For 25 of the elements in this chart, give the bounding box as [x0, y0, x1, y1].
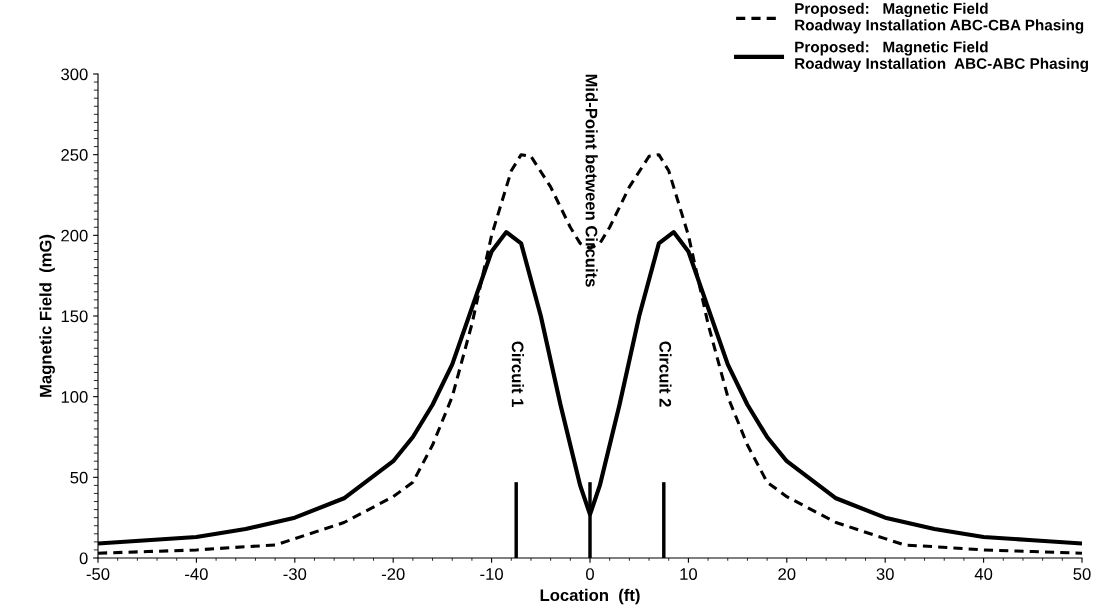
- y-tick-label: 200: [61, 229, 88, 242]
- y-tick-label: 0: [79, 552, 88, 565]
- x-tick-label: -20: [381, 568, 405, 580]
- x-tick-label: 30: [876, 568, 894, 580]
- x-tick-label: -50: [86, 568, 110, 580]
- annotation: Circuit 1: [511, 341, 524, 407]
- y-tick-label: 300: [61, 68, 88, 81]
- x-tick-label: 0: [586, 568, 594, 580]
- x-tick-label: -40: [185, 568, 208, 580]
- x-tick-label: 50: [1073, 568, 1091, 580]
- y-axis-title: Magnetic Field (mG): [39, 234, 55, 397]
- y-tick-label: 100: [61, 391, 88, 403]
- annotation: Mid-Point between Circuits: [585, 74, 598, 287]
- x-tick-label: -10: [480, 568, 503, 580]
- annotation: Circuit 2: [659, 341, 672, 407]
- legend-label: Proposed: Magnetic Field Roadway Installation ABC-CBA Phasing: [795, 2, 1084, 34]
- x-axis-title: Location (ft): [540, 588, 640, 605]
- y-tick-label: 150: [61, 310, 88, 323]
- x-tick-label: -30: [283, 568, 307, 580]
- x-tick-label: 10: [680, 568, 698, 580]
- x-tick-label: 40: [974, 568, 993, 580]
- x-tick-label: 20: [778, 568, 796, 580]
- legend-label: Proposed: Magnetic Field Roadway Installation ABC-ABC Phasing: [795, 41, 1088, 73]
- y-tick-label: 50: [70, 471, 88, 484]
- y-tick-label: 250: [61, 149, 88, 161]
